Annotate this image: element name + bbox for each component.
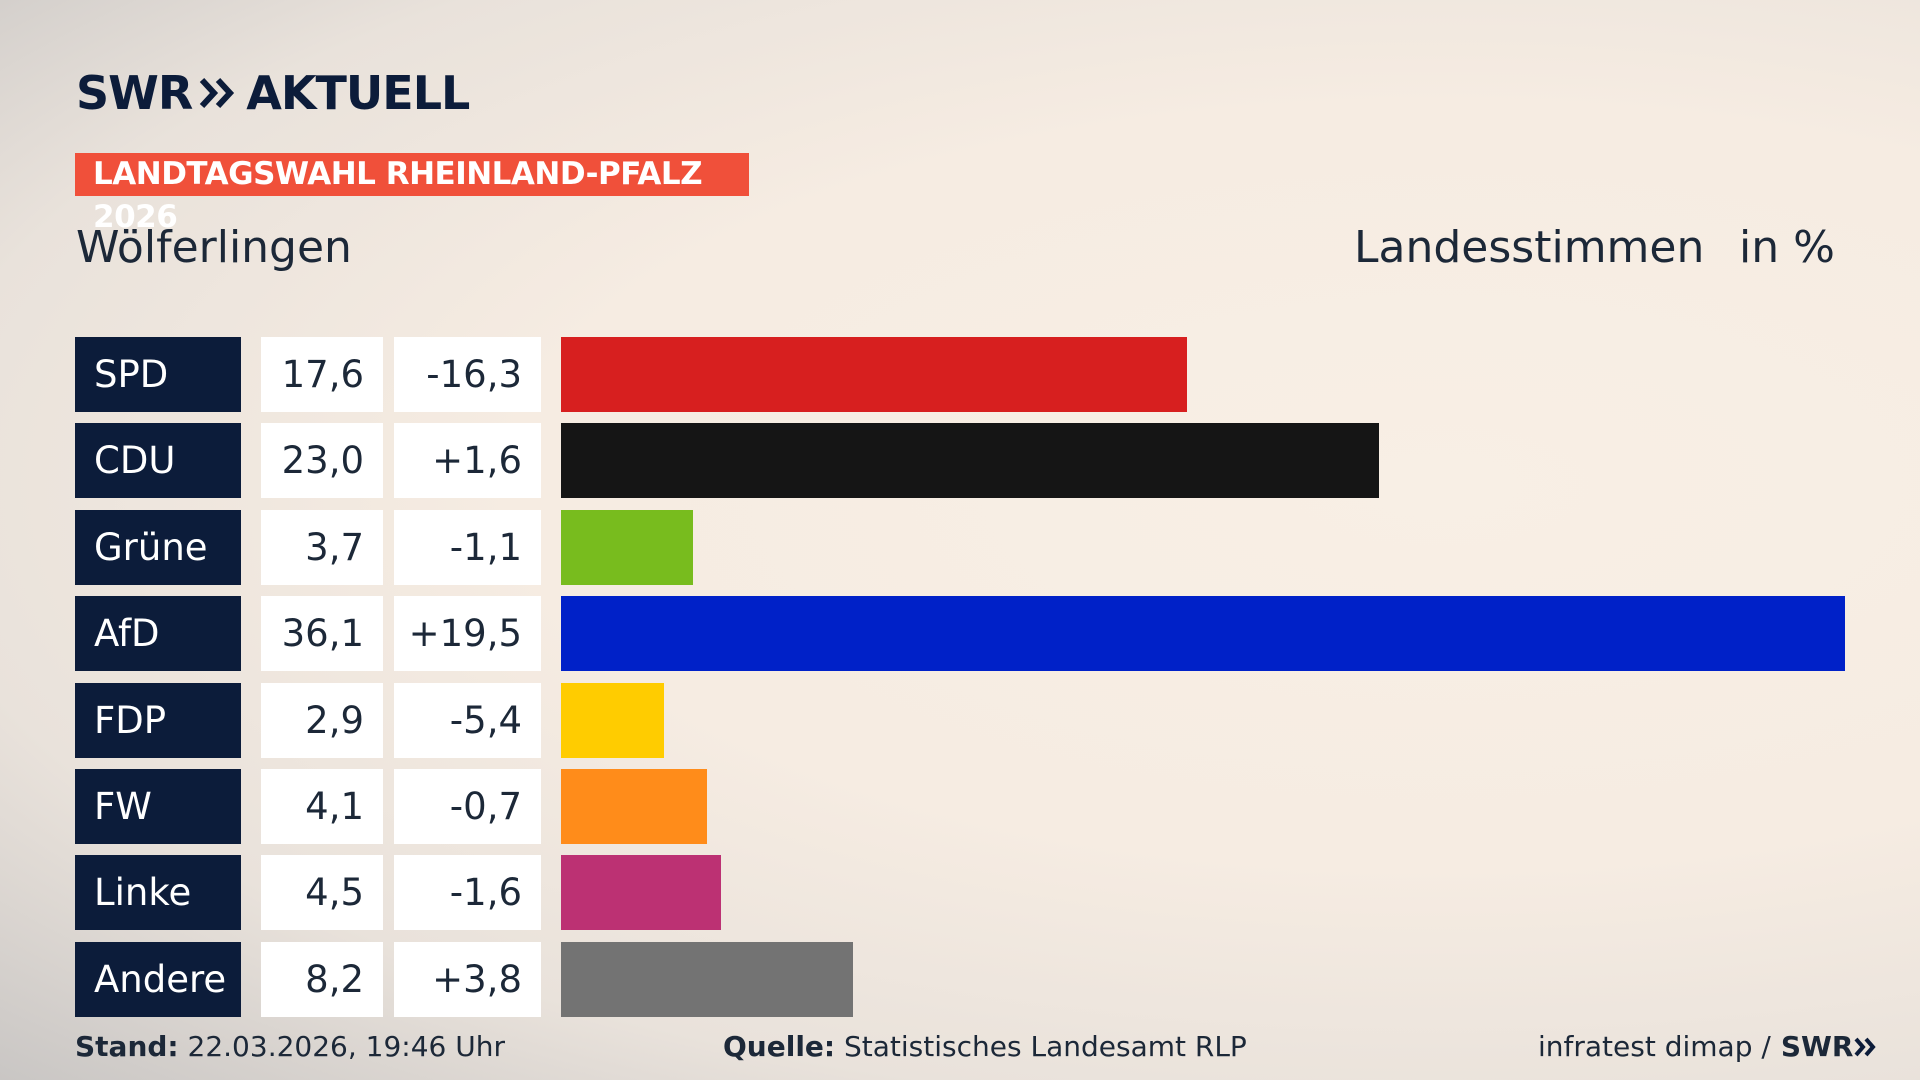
chart-subtitle: Landesstimmen	[1354, 222, 1705, 273]
bar	[561, 769, 707, 844]
bar	[561, 509, 693, 585]
unit: in %	[1739, 222, 1835, 273]
party-label: FW	[75, 769, 241, 844]
party-label: SPD	[75, 337, 241, 412]
value-label: 4,1	[261, 769, 383, 844]
bar	[561, 682, 665, 758]
bar	[561, 596, 1845, 672]
brand: SWR	[76, 66, 193, 120]
value-label: 3,7	[261, 509, 383, 585]
stand: Stand: 22.03.2026, 19:46 Uhr	[75, 1030, 505, 1063]
value-label: 36,1	[261, 596, 383, 672]
change-label: +1,6	[394, 423, 541, 499]
credit: infratest dimap / SWR	[1538, 1030, 1877, 1063]
credit-brand: SWR	[1780, 1030, 1854, 1063]
value-label: 4,5	[261, 855, 383, 931]
change-label: -0,7	[394, 769, 541, 844]
change-label: +19,5	[394, 596, 541, 672]
party-label: AfD	[75, 596, 241, 672]
logo: SWR AKTUELL	[76, 66, 470, 120]
banner: LANDTAGSWAHL RHEINLAND-PFALZ 2026	[75, 153, 749, 235]
stand-date: 22.03.2026, 19:46 Uhr	[187, 1030, 505, 1063]
bar	[561, 855, 722, 931]
bar	[561, 941, 853, 1017]
change-label: -1,6	[394, 855, 541, 931]
value-label: 2,9	[261, 682, 383, 758]
chevrons	[1854, 1037, 1877, 1056]
chart-title: Wölferlingen	[76, 222, 352, 273]
brand-suffix: AKTUELL	[246, 66, 470, 120]
value-label: 23,0	[261, 423, 383, 499]
party-label: Andere	[75, 941, 241, 1017]
change-label: -16,3	[394, 337, 541, 412]
party-label: Grüne	[75, 509, 241, 585]
party-label: Linke	[75, 855, 241, 931]
value-label: 8,2	[261, 941, 383, 1017]
change-label: -5,4	[394, 682, 541, 758]
credit-text: infratest dimap /	[1538, 1030, 1771, 1063]
bar	[561, 337, 1187, 412]
chevrons	[200, 77, 235, 109]
change-label: +3,8	[394, 941, 541, 1017]
change-label: -1,1	[394, 509, 541, 585]
stand-label: Stand:	[75, 1030, 179, 1063]
value-label: 17,6	[261, 337, 383, 412]
source-text: Statistisches Landesamt RLP	[844, 1030, 1247, 1063]
party-label: CDU	[75, 423, 241, 499]
source: Quelle: Statistisches Landesamt RLP	[723, 1030, 1247, 1063]
source-label: Quelle:	[723, 1030, 836, 1063]
party-label: FDP	[75, 682, 241, 758]
bar	[561, 423, 1380, 499]
